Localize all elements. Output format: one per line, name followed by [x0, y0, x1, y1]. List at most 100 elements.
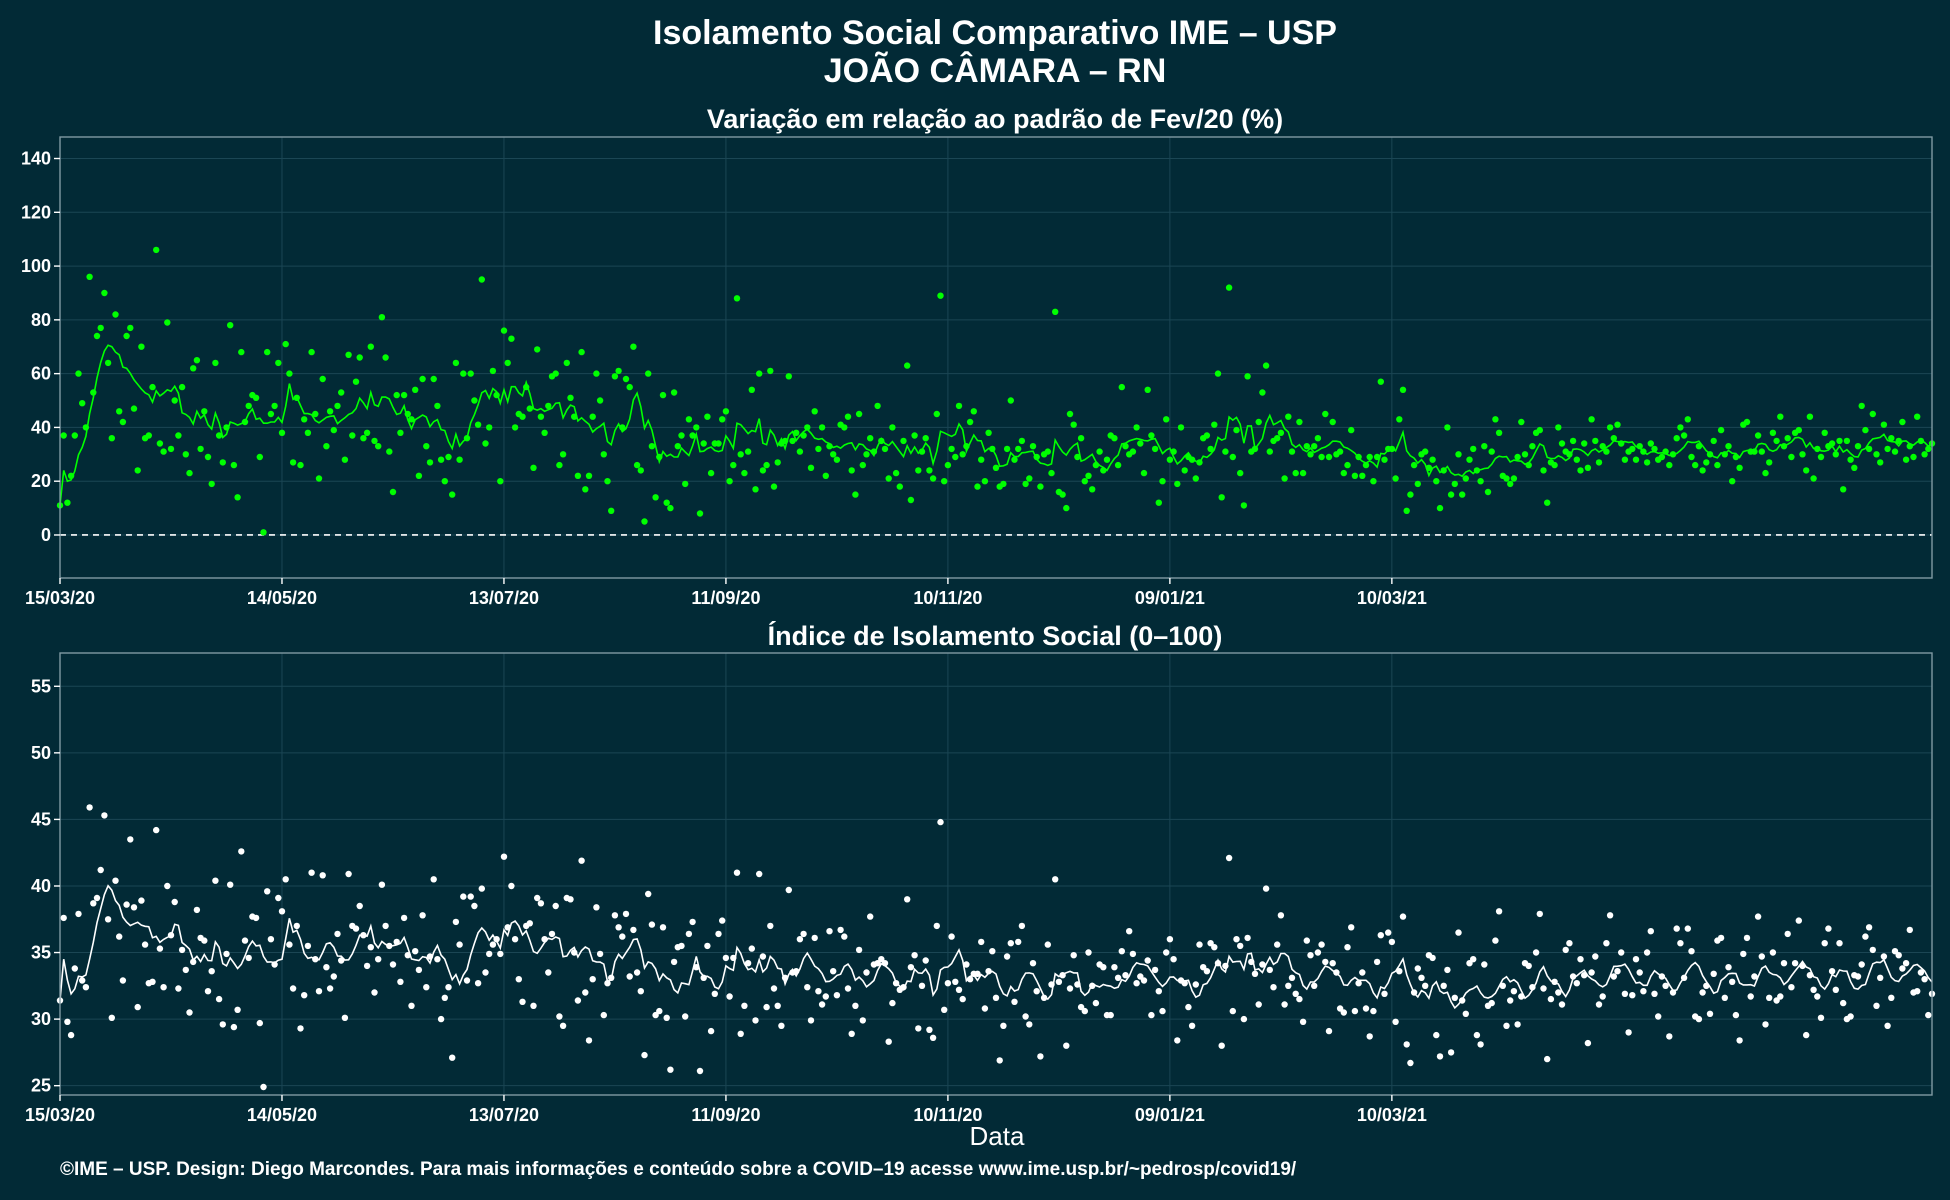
data-point: [844, 413, 852, 420]
data-point: [630, 343, 637, 350]
data-point: [97, 866, 104, 874]
data-point: [700, 974, 707, 981]
data-point: [926, 1026, 933, 1034]
data-point: [449, 1054, 456, 1061]
data-point: [1525, 461, 1532, 469]
data-point: [1636, 443, 1643, 450]
data-point: [460, 893, 467, 900]
data-point: [659, 924, 667, 931]
data-point: [356, 354, 363, 361]
data-point: [1688, 453, 1695, 461]
data-point: [752, 486, 759, 493]
data-point: [212, 359, 219, 367]
data-point: [1566, 940, 1573, 947]
data-point: [944, 980, 952, 987]
data-point: [1399, 913, 1407, 920]
data-point: [1706, 451, 1714, 458]
data-point: [1743, 418, 1751, 426]
bottom-panel-title: Índice de Isolamento Social (0–100): [768, 620, 1223, 651]
x-tick-label: 10/11/20: [913, 1105, 982, 1125]
data-point: [1606, 424, 1614, 431]
data-point: [127, 324, 134, 332]
data-point: [493, 936, 500, 943]
data-point: [1344, 461, 1351, 469]
data-point: [1629, 992, 1636, 999]
data-point: [104, 916, 112, 923]
data-point: [800, 432, 807, 439]
data-point: [449, 491, 456, 498]
data-point: [138, 343, 145, 350]
data-point: [511, 936, 519, 943]
data-point: [319, 872, 326, 879]
data-point: [1259, 389, 1266, 396]
data-point: [289, 985, 297, 992]
data-point: [1884, 445, 1891, 453]
data-point: [1717, 426, 1725, 434]
y-tick-label: 140: [21, 149, 51, 169]
data-point: [241, 937, 249, 944]
data-point: [833, 456, 841, 463]
data-point: [1296, 418, 1303, 426]
data-point: [1891, 448, 1899, 455]
data-point: [1840, 999, 1847, 1007]
data-point: [93, 332, 101, 340]
data-point: [60, 432, 67, 439]
data-point: [445, 984, 452, 991]
data-point: [463, 435, 471, 442]
data-point: [434, 956, 441, 963]
data-point: [678, 942, 685, 950]
data-point: [1647, 928, 1655, 935]
data-point: [1214, 960, 1222, 967]
data-point: [1089, 486, 1096, 493]
data-point: [1414, 480, 1422, 488]
data-point: [704, 413, 711, 420]
data-point: [82, 984, 90, 991]
data-point: [1122, 443, 1129, 450]
data-point: [1706, 1010, 1714, 1017]
data-point: [1828, 440, 1836, 447]
data-point: [393, 391, 400, 399]
data-point: [1436, 504, 1444, 512]
data-point: [301, 992, 308, 999]
x-tick-label: 09/01/21: [1135, 1105, 1205, 1125]
data-point: [1396, 968, 1403, 975]
data-point: [367, 343, 374, 350]
data-point: [504, 924, 511, 931]
data-point: [1033, 453, 1040, 461]
data-point: [1366, 453, 1373, 461]
data-point: [807, 1017, 815, 1024]
data-point: [815, 988, 822, 995]
data-point: [1244, 373, 1251, 380]
data-point: [996, 1057, 1003, 1064]
data-point: [1066, 410, 1074, 418]
data-point: [1003, 953, 1011, 960]
data-point: [64, 1018, 71, 1025]
data-point: [1754, 913, 1762, 920]
data-point: [1392, 1018, 1399, 1025]
data-point: [552, 370, 559, 377]
data-point: [201, 408, 208, 415]
x-tick-label: 10/03/21: [1357, 1105, 1427, 1125]
data-point: [855, 946, 863, 954]
data-point: [878, 437, 885, 445]
data-point: [308, 869, 315, 876]
data-point: [1237, 942, 1244, 950]
data-point: [1851, 464, 1858, 471]
data-point: [622, 375, 630, 383]
data-point: [175, 432, 182, 439]
data-point: [508, 882, 515, 890]
data-point: [208, 968, 215, 975]
data-point: [922, 957, 929, 964]
data-point: [1159, 478, 1166, 485]
data-point: [1259, 961, 1266, 968]
data-point: [1107, 1011, 1114, 1019]
data-point: [619, 933, 626, 940]
data-point: [1222, 962, 1229, 970]
data-point: [130, 405, 138, 412]
data-point: [1629, 445, 1636, 453]
data-point: [1910, 453, 1917, 461]
data-point: [1285, 982, 1292, 989]
data-point: [867, 435, 874, 442]
data-point: [1666, 461, 1673, 469]
data-point: [1814, 993, 1821, 1000]
